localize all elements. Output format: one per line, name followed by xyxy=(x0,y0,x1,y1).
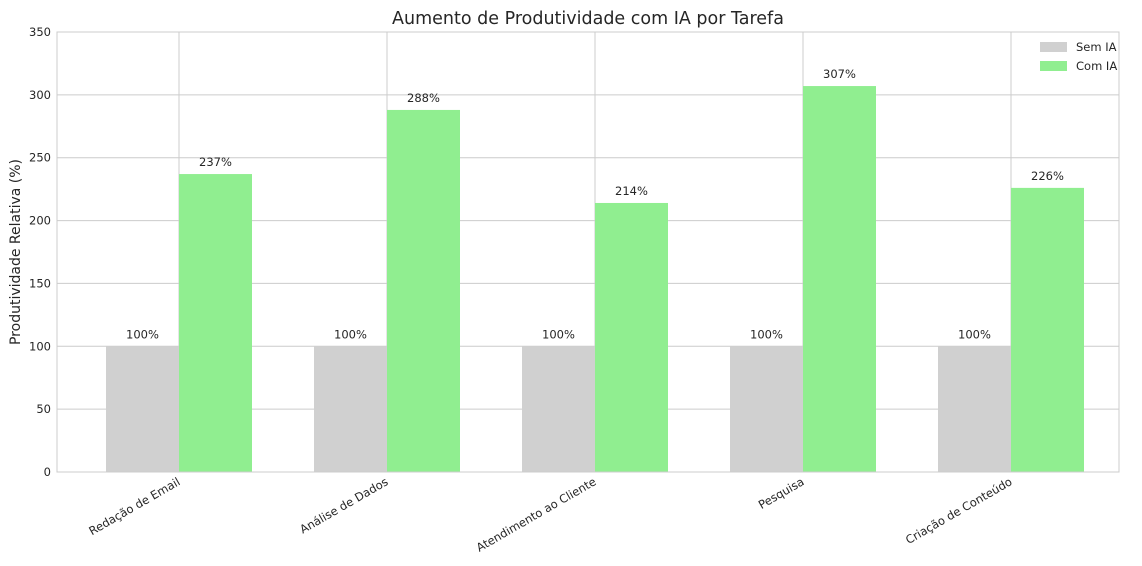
y-tick-label: 0 xyxy=(44,465,51,479)
y-axis-ticks: 0 50 100 150 200 250 300 350 xyxy=(29,25,51,479)
bar-value-label: 100% xyxy=(750,327,783,341)
bar-com-ia xyxy=(803,86,876,473)
x-tick-label: Redação de Email xyxy=(86,474,182,538)
y-tick-label: 50 xyxy=(36,402,51,416)
bar-sem-ia xyxy=(314,346,387,472)
bar-sem-ia xyxy=(106,346,179,472)
bar-com-ia xyxy=(179,174,252,473)
x-tick-label: Pesquisa xyxy=(756,474,807,511)
bar-value-label: 237% xyxy=(199,155,232,169)
bar-value-label: 288% xyxy=(407,91,440,105)
y-tick-label: 250 xyxy=(29,151,51,165)
data-labels: 100% 100% 100% 100% 100% 237% 288% 214% 307% 226% xyxy=(126,67,1064,341)
y-axis-label: Produtividade Relativa (%) xyxy=(8,159,24,345)
bar-com-ia xyxy=(1011,187,1084,472)
x-tick-label: Análise de Dados xyxy=(297,474,390,536)
bar-value-label: 100% xyxy=(542,327,575,341)
bar-value-label: 214% xyxy=(615,184,648,198)
y-tick-label: 300 xyxy=(29,88,51,102)
y-tick-label: 350 xyxy=(29,25,51,39)
y-tick-label: 200 xyxy=(29,214,51,228)
legend: Sem IA Com IA xyxy=(1040,40,1117,73)
bar-value-label: 100% xyxy=(334,327,367,341)
legend-swatch xyxy=(1040,42,1067,52)
bar-sem-ia xyxy=(730,346,803,472)
bar-sem-ia xyxy=(938,346,1011,472)
plot-frame xyxy=(56,31,1120,473)
legend-swatch xyxy=(1040,61,1067,71)
bars xyxy=(106,86,1084,473)
legend-label: Com IA xyxy=(1076,59,1117,73)
chart-title: Aumento de Produtividade com IA por Tare… xyxy=(392,9,784,29)
x-tick-label: Criação de Conteúdo xyxy=(903,474,1014,546)
bar-value-label: 100% xyxy=(958,327,991,341)
y-tick-label: 150 xyxy=(29,276,51,290)
y-tick-label: 100 xyxy=(29,339,51,353)
bar-value-label: 307% xyxy=(823,67,856,81)
legend-label: Sem IA xyxy=(1076,40,1117,54)
x-tick-label: Atendimento ao Cliente xyxy=(474,474,599,554)
bar-com-ia xyxy=(387,109,460,472)
bar-sem-ia xyxy=(522,346,595,472)
bar-value-label: 226% xyxy=(1031,169,1064,183)
bar-com-ia xyxy=(595,202,668,472)
bar-value-label: 100% xyxy=(126,327,159,341)
x-axis-ticks: Redação de Email Análise de Dados Atendime… xyxy=(86,474,1014,554)
